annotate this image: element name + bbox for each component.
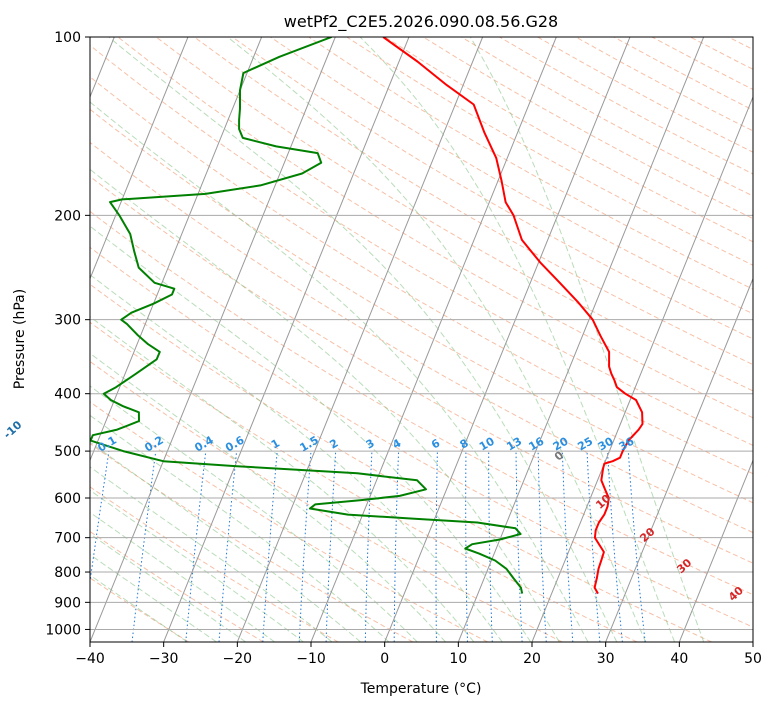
dry-adiabat: [767, 37, 775, 642]
dry-adiabat: [90, 283, 712, 642]
moist-adiabat: [90, 554, 217, 642]
x-tick-label: 40: [670, 651, 688, 667]
y-tick-label: 800: [54, 565, 81, 581]
y-tick-label: 600: [54, 491, 81, 507]
dry-adiabat: [193, 37, 753, 366]
dry-adiabat: [90, 246, 753, 628]
x-tick-label: −20: [223, 651, 253, 667]
x-tick-label: 20: [523, 651, 541, 667]
dry-adiabat: [232, 37, 753, 340]
y-tick-label: 1000: [45, 622, 81, 638]
y-tick-label: 100: [54, 30, 81, 46]
x-tick-label: 30: [597, 651, 615, 667]
moist-adiabat: [469, 37, 705, 642]
isotherm: [457, 37, 705, 642]
chart-title: wetPf2_C2E5.2026.090.08.56.G28: [284, 12, 558, 32]
grid-layer: [90, 37, 775, 642]
mixing-ratio-line: [185, 451, 207, 642]
moist-adiabat: [90, 511, 275, 642]
x-tick-label: −30: [149, 651, 179, 667]
moist-adiabat: [108, 37, 618, 642]
mixing-ratio-line: [607, 451, 623, 642]
moist-adiabat: [90, 225, 532, 642]
dry-adiabat: [90, 141, 753, 534]
y-tick-label: 700: [54, 531, 81, 547]
dry-adiabat-label: -10: [1, 418, 25, 441]
x-tick-label: 0: [380, 651, 389, 667]
moist-adiabat: [227, 37, 647, 642]
dry-adiabat: [117, 37, 753, 419]
moist-adiabat: [359, 37, 676, 642]
dry-adiabat: [90, 360, 563, 642]
isotherm: [310, 37, 557, 642]
isotherm: [531, 95, 753, 642]
moist-adiabat: [90, 533, 246, 642]
moist-adiabat: [90, 101, 589, 642]
y-tick-label: 200: [54, 208, 81, 224]
y-tick-label: 900: [54, 595, 81, 611]
y-tick-label: 300: [54, 313, 81, 329]
dry-adiabat: [155, 37, 753, 392]
moist-adiabat: [90, 352, 446, 642]
isotherm: [90, 37, 336, 642]
isotherm: [752, 640, 753, 642]
moist-adiabat: [90, 466, 333, 642]
isotherm: [90, 37, 189, 280]
mixing-ratio-line: [218, 451, 238, 642]
plot-background: [90, 37, 753, 642]
moist-adiabat: [90, 274, 503, 642]
isotherm: [384, 37, 631, 642]
tick-layer: −40 −30 −20 −10 0 10 20 30 40 50 100 200 300 400 500 60…: [45, 30, 762, 667]
plot-frame: [89, 36, 754, 643]
dry-adiabat: [90, 401, 488, 642]
y-tick-label: 500: [54, 444, 81, 460]
moist-adiabat: [90, 385, 418, 642]
mixing-ratio-line: [90, 451, 110, 586]
moist-adiabat: [90, 414, 390, 642]
x-axis-label: Temperature (°C): [360, 681, 482, 697]
dry-adiabat: [90, 108, 753, 504]
dewpoint-line: [90, 37, 524, 594]
isotherm: [90, 37, 263, 462]
isotherm: [678, 458, 753, 642]
isotherm: [236, 37, 484, 642]
y-tick-label: 400: [54, 387, 81, 403]
x-tick-label: −10: [296, 651, 326, 667]
moist-adiabat: [90, 441, 361, 642]
x-tick-label: −40: [75, 651, 105, 667]
moist-adiabat: [90, 574, 188, 642]
isotherm: [605, 277, 753, 642]
isotherm: [163, 37, 410, 642]
moist-adiabat: [90, 315, 475, 642]
x-tick-label: 10: [449, 651, 467, 667]
x-tick-label: 50: [744, 651, 762, 667]
mixing-ratio-line: [627, 451, 646, 642]
dry-adiabat: [90, 530, 264, 642]
series-layer: [90, 37, 644, 595]
y-axis-label: Pressure (hPa): [12, 289, 28, 389]
temperature-line: [382, 37, 644, 595]
